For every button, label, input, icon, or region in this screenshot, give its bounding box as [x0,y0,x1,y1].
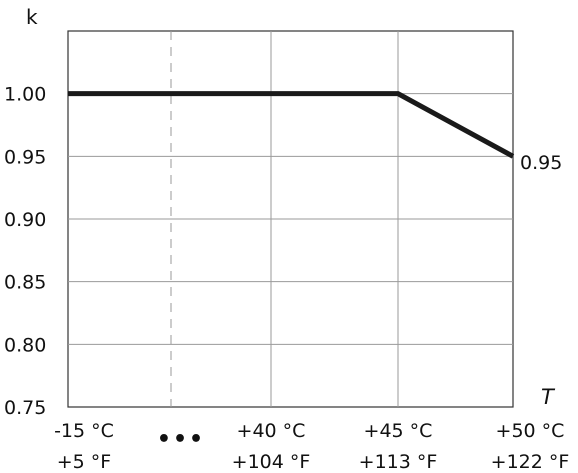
y-axis-label: k [26,5,38,29]
y-tick-label: 0.75 [4,397,46,419]
x-tick-celsius: +40 °C [237,420,306,442]
y-tick-label: 0.90 [4,209,46,231]
y-tick-label: 0.95 [4,146,46,168]
x-axis-label: T [541,385,556,409]
y-tick-label: 0.85 [4,272,46,294]
x-tick-celsius: +50 °C [496,420,565,442]
grid-lines [68,31,513,407]
x-tick-fahrenheit: +5 °F [57,451,111,473]
y-tick-labels: 1.00 0.95 0.90 0.85 0.80 0.75 [4,84,46,419]
series-layer [68,91,515,159]
x-axis-ellipsis: ••• [157,427,205,452]
series-line [68,91,515,159]
x-tick-labels: -15 °C +5 °F ••• +40 °C +104 °F +45 °C +113 °F… [54,420,569,473]
y-tick-label: 1.00 [4,84,46,106]
y-tick-label: 0.80 [4,334,46,356]
x-tick-fahrenheit: +122 °F [491,451,570,473]
x-tick-celsius: -15 °C [54,420,114,442]
x-tick-fahrenheit: +113 °F [359,451,438,473]
x-tick-celsius: +45 °C [364,420,433,442]
x-tick-fahrenheit: +104 °F [232,451,311,473]
end-value-label: 0.95 [520,152,562,174]
